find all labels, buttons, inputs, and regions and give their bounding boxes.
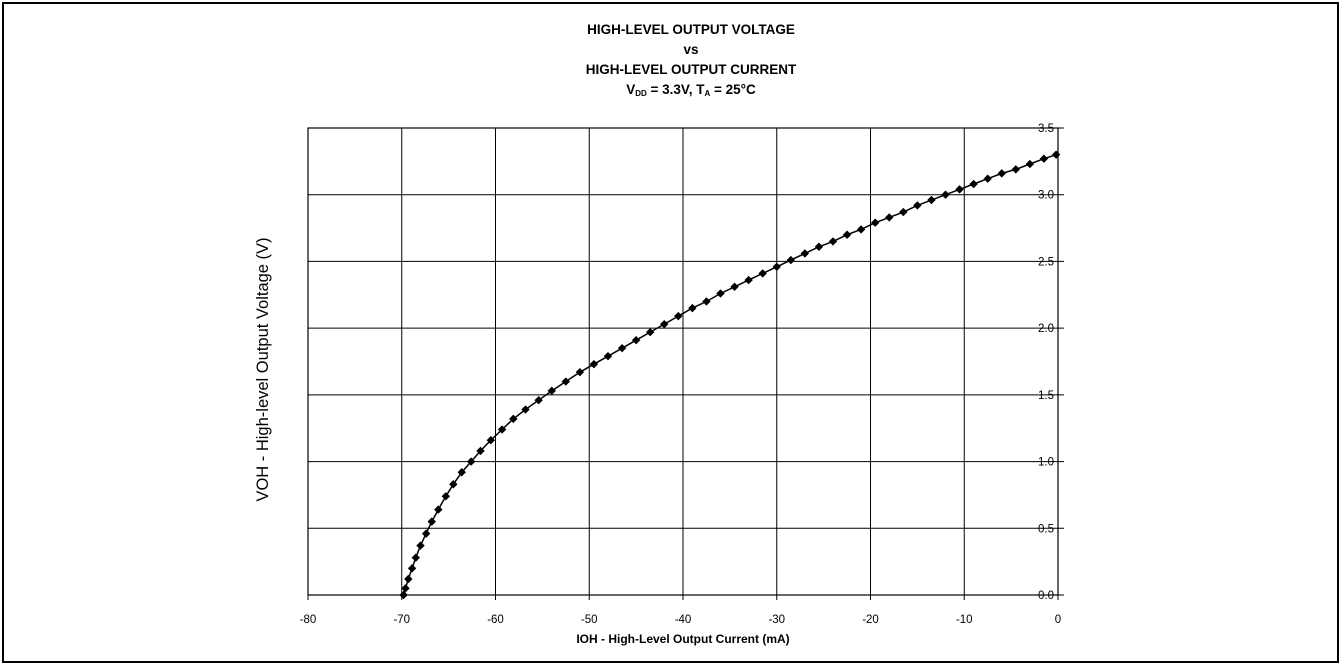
data-point <box>401 584 410 593</box>
data-point <box>1011 165 1021 174</box>
data-point <box>688 303 697 313</box>
data-point <box>407 564 417 573</box>
data-point <box>927 195 936 205</box>
x-tick-label: -60 <box>487 614 504 626</box>
data-point <box>497 425 507 434</box>
ta-value: = 25°C <box>710 82 756 97</box>
data-point <box>434 505 443 514</box>
data-point <box>955 185 964 194</box>
data-point <box>842 230 852 239</box>
data-point <box>744 275 753 285</box>
data-point <box>702 297 711 306</box>
data-point <box>411 553 421 562</box>
chart-title-block: HIGH-LEVEL OUTPUT VOLTAGE vs HIGH-LEVEL … <box>300 20 1082 104</box>
data-point <box>730 282 739 291</box>
chart-title-line-2: vs <box>683 42 699 57</box>
y-tick-label: 2.5 <box>1038 256 1054 268</box>
data-point <box>521 405 530 414</box>
data-point <box>589 359 599 369</box>
x-tick-label: -50 <box>581 614 598 626</box>
data-point <box>786 255 796 265</box>
data-point <box>828 237 838 246</box>
y-tick-label: 2.0 <box>1038 323 1054 335</box>
data-point <box>856 225 866 234</box>
x-axis-ticks: -80 -70 -60 -50 -40 -30 -20 -10 0 <box>300 614 1062 626</box>
chart-condition: VDD = 3.3V, TA = 25°C <box>300 80 1082 104</box>
data-point <box>404 574 413 584</box>
data-point <box>486 436 496 445</box>
data-point <box>772 262 781 271</box>
vdd-subscript: DD <box>635 89 647 98</box>
data-point <box>547 386 556 396</box>
series-line <box>402 153 1057 596</box>
data-point <box>427 517 436 526</box>
x-tick-label: -30 <box>768 614 785 626</box>
y-tick-label: 0.0 <box>1038 590 1054 602</box>
y-tick-label: 1.5 <box>1038 390 1054 402</box>
data-point <box>885 213 894 222</box>
y-tick-label: 3.5 <box>1038 123 1054 135</box>
x-tick-label: -80 <box>300 614 317 626</box>
data-point <box>899 207 908 217</box>
chart-title-line-1: HIGH-LEVEL OUTPUT VOLTAGE <box>587 22 795 37</box>
data-point <box>617 343 627 353</box>
data-point <box>399 590 408 600</box>
data-point <box>466 457 476 466</box>
vdd-value: = 3.3V, <box>646 82 697 97</box>
ta-subscript: A <box>704 89 711 98</box>
data-point <box>449 480 458 489</box>
ta-symbol: T <box>696 82 705 97</box>
data-point <box>716 289 725 298</box>
x-tick-label: -70 <box>393 614 410 626</box>
y-tick-label: 1.0 <box>1038 457 1054 469</box>
x-tick-label: 0 <box>1055 614 1061 626</box>
data-point <box>603 351 613 361</box>
x-tick-label: -40 <box>675 614 692 626</box>
data-point <box>1051 150 1061 159</box>
x-tick-label: -20 <box>862 614 879 626</box>
data-point <box>457 468 466 477</box>
x-tick-label: -10 <box>956 614 973 626</box>
data-point <box>969 179 978 189</box>
data-point <box>509 414 518 424</box>
data-point <box>674 311 683 321</box>
data-point <box>870 218 880 227</box>
y-axis-ticks: 0.0 0.5 1.0 1.5 2.0 2.5 3.0 3.5 <box>1038 123 1054 602</box>
data-point <box>814 242 824 251</box>
data-point <box>575 367 585 377</box>
vdd-symbol: V <box>626 82 636 97</box>
data-point <box>660 319 669 329</box>
data-point <box>997 169 1006 178</box>
data-point <box>476 446 485 456</box>
data-point <box>941 190 950 199</box>
data-point <box>534 395 543 405</box>
y-tick-label: 3.0 <box>1038 190 1054 202</box>
data-point <box>631 335 641 345</box>
data-point <box>1025 159 1035 169</box>
x-axis-label: IOH - High-Level Output Current (mA) <box>576 632 789 646</box>
grid-lines <box>307 127 1064 600</box>
data-point <box>421 529 431 538</box>
data-point <box>441 492 451 501</box>
data-point <box>645 327 655 337</box>
data-point <box>800 249 810 258</box>
data-point <box>983 174 992 183</box>
data-point <box>913 201 922 210</box>
data-series <box>399 150 1061 600</box>
y-tick-label: 0.5 <box>1038 523 1054 535</box>
data-point <box>416 541 425 550</box>
data-point <box>1039 154 1049 163</box>
chart-title-line-3: HIGH-LEVEL OUTPUT CURRENT <box>585 62 797 77</box>
data-point <box>758 269 767 278</box>
data-point <box>561 377 571 386</box>
y-axis-label: VOH - High-level Output Voltage (V) <box>254 237 272 501</box>
